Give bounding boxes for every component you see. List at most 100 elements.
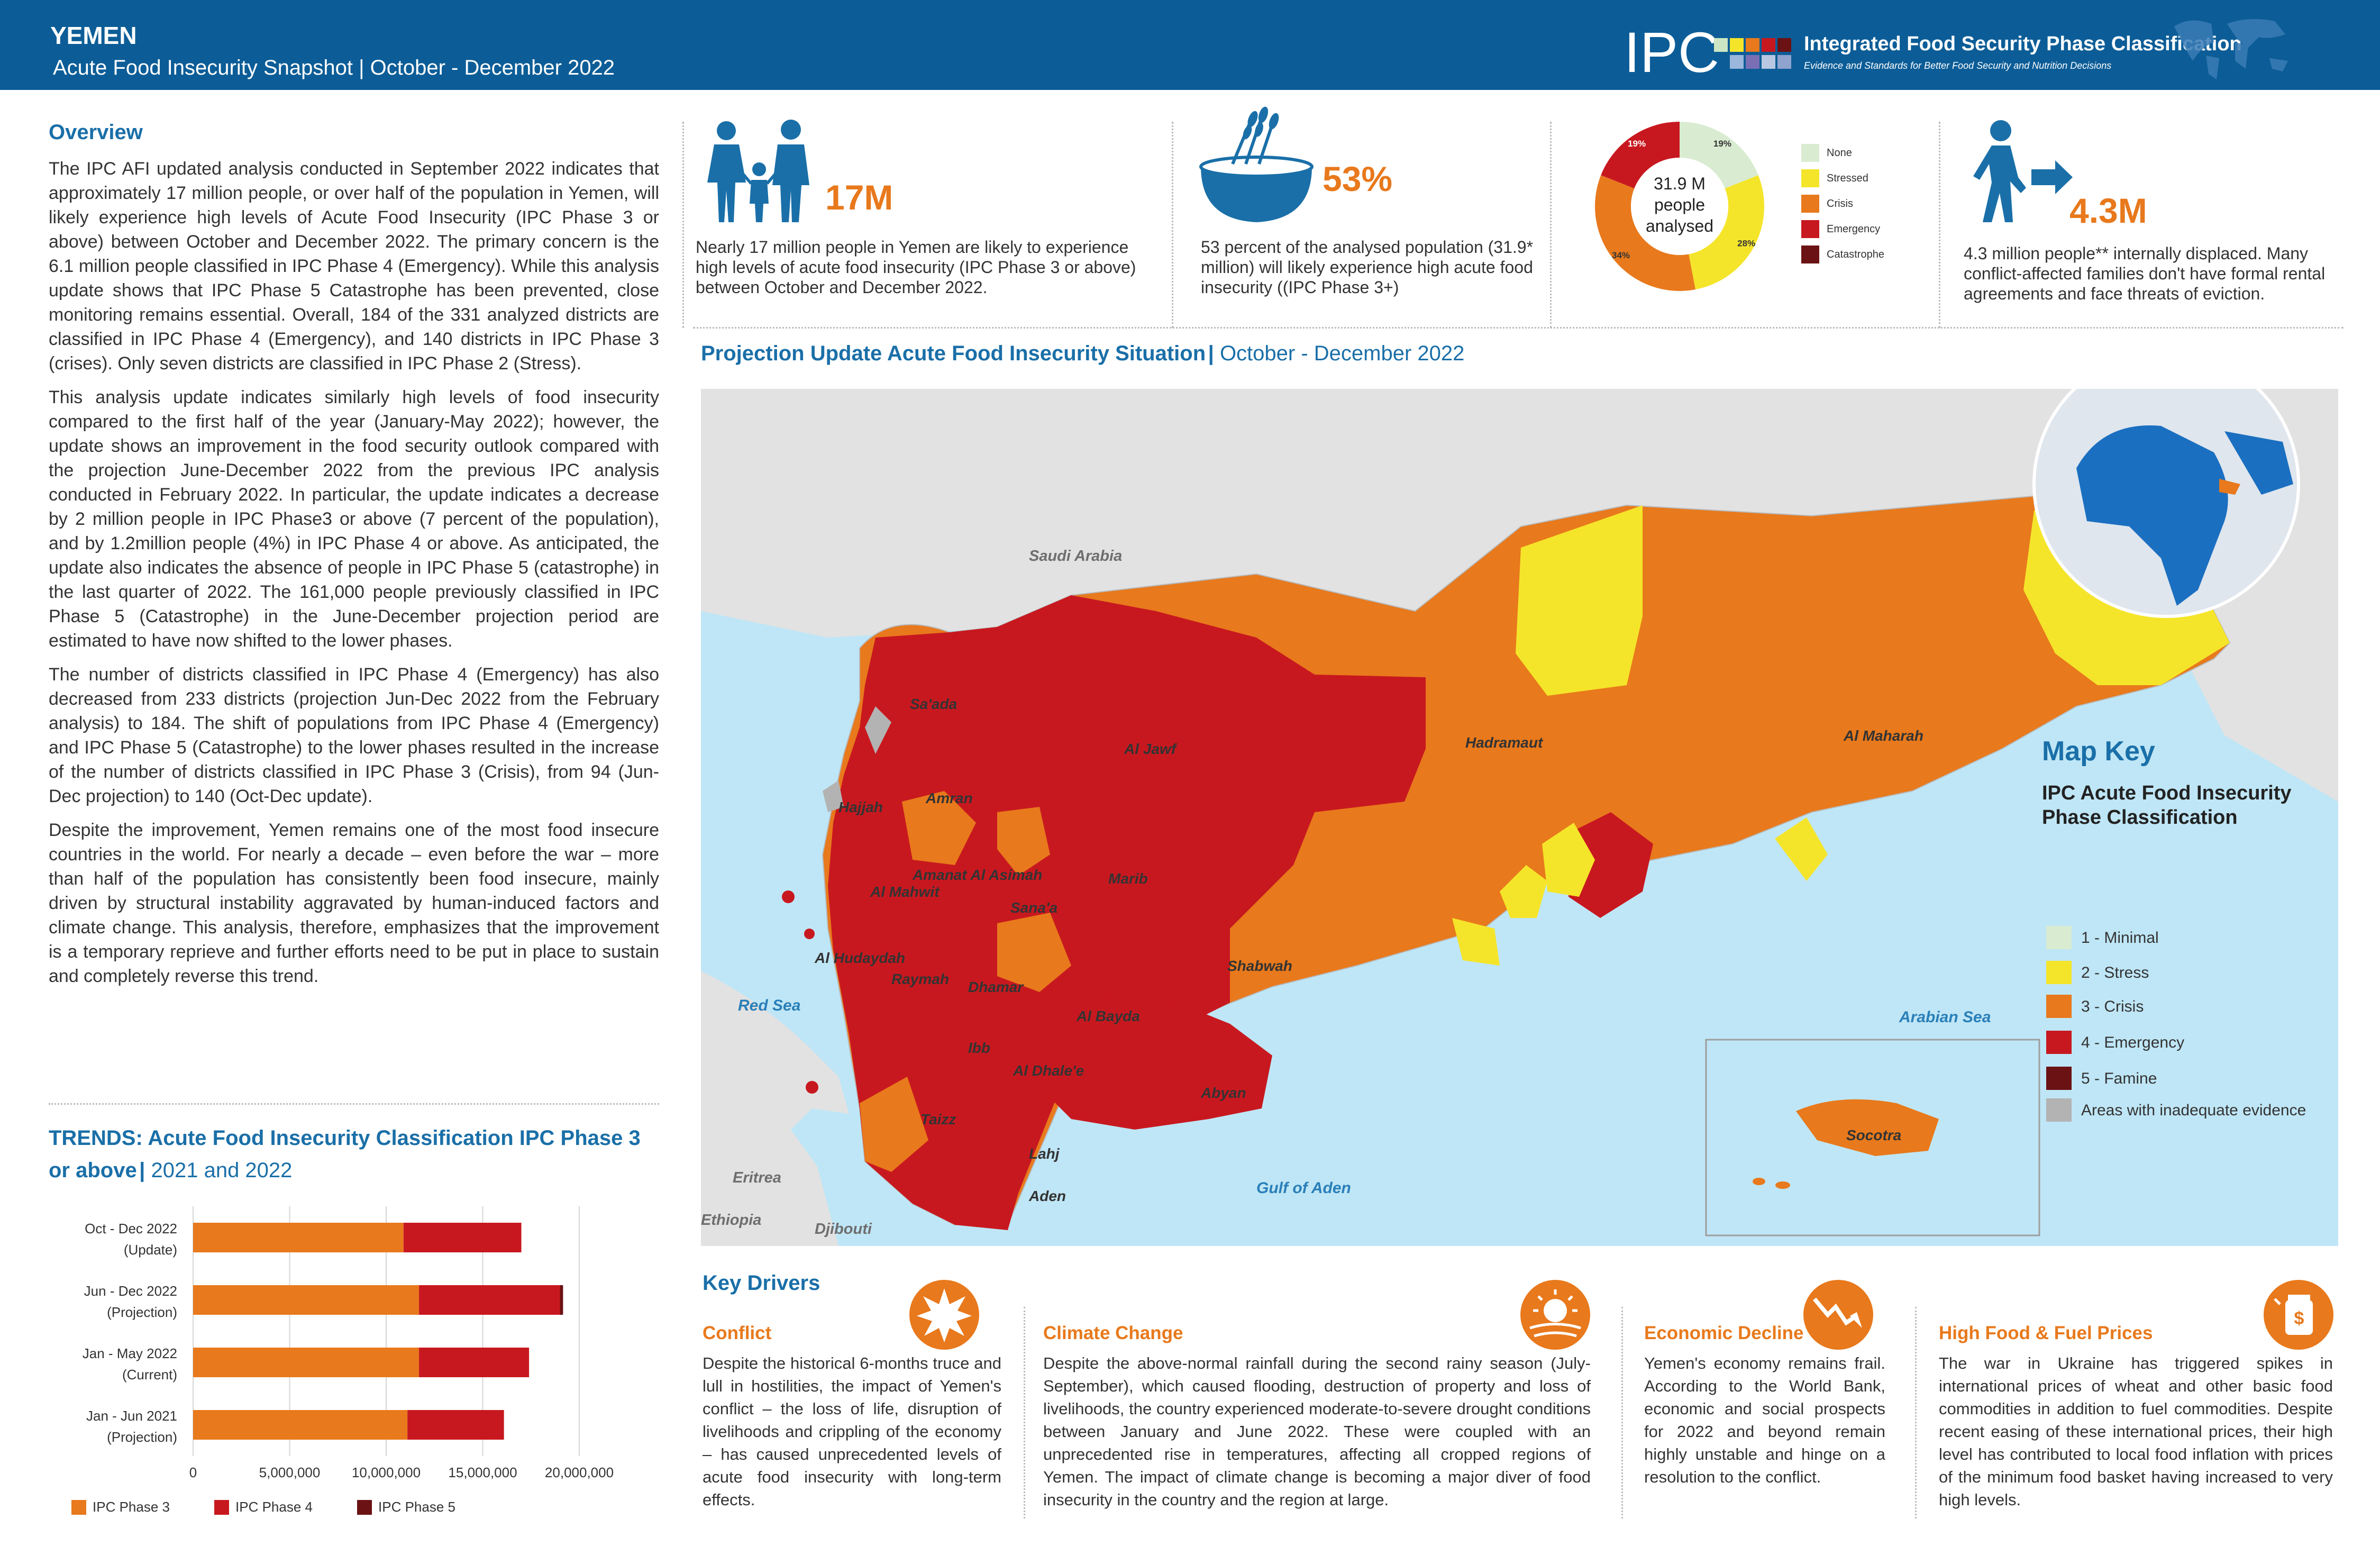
- driver-text-conflict: Despite the historical 6-months truce an…: [703, 1354, 1001, 1509]
- legend-swatch: [1801, 220, 1819, 238]
- grain-bowl-icon: [1199, 106, 1314, 222]
- category-label: (Projection): [107, 1304, 177, 1320]
- legend-swatch: [1801, 195, 1819, 213]
- map-key: Map Key IPC Acute Food Insecurity Phase …: [2042, 735, 2338, 830]
- island: [782, 890, 795, 903]
- map-key-title: Map Key: [2042, 736, 2155, 767]
- island: [1753, 1178, 1765, 1185]
- map-key-subtitle: IPC Acute Food Insecurity Phase Classifi…: [2042, 782, 2292, 829]
- stat-description: 53 percent of the analysed population (3…: [1201, 238, 1534, 297]
- yemen-phase2-areas: [1516, 505, 1643, 696]
- donut-slice: [1680, 122, 1758, 189]
- header-banner: YEMEN Acute Food Insecurity Snapshot | O…: [0, 0, 2380, 90]
- driver-heading-climate: Climate Change: [1043, 1323, 1183, 1343]
- sea-label: Red Sea: [738, 997, 800, 1014]
- bar-segment: [419, 1285, 560, 1315]
- region-label: Hajjah: [838, 799, 883, 815]
- driver-heading-conflict: Conflict: [703, 1323, 772, 1343]
- socotra-island: [1796, 1099, 1939, 1156]
- country-label: Ethiopia: [701, 1212, 761, 1229]
- bar-segment: [193, 1223, 404, 1252]
- region-label: Raymah: [891, 971, 949, 987]
- driver-text-prices: The war in Ukraine has triggered spikes …: [1939, 1354, 2333, 1509]
- x-tick-label: 20,000,000: [545, 1465, 614, 1480]
- country-title: YEMEN: [50, 22, 137, 49]
- donut-center-text: analysed: [1646, 216, 1713, 235]
- stat-value: 17M: [825, 178, 893, 217]
- x-tick-label: 15,000,000: [448, 1465, 517, 1480]
- overview-paragraph: The IPC AFI updated analysis conducted i…: [49, 159, 659, 374]
- yemen-phase3-areas: [902, 791, 976, 865]
- region-label: Al Maharah: [1843, 727, 1923, 744]
- donut-slice: [1601, 122, 1680, 189]
- bar-segment: [193, 1348, 420, 1377]
- ipc-org-name: Integrated Food Security Phase Classific…: [1804, 33, 2242, 55]
- region-label: Aden: [1028, 1188, 1066, 1204]
- category-label: Jan - May 2022: [83, 1345, 177, 1361]
- map-title: Projection Update Acute Food Insecurity …: [701, 342, 1206, 365]
- category-label: Jun - Dec 2022: [84, 1283, 177, 1299]
- region-label: Taizz: [920, 1111, 956, 1127]
- stat-value: 4.3M: [2069, 191, 2147, 230]
- driver-text-economic: Yemen's economy remains frail. According…: [1644, 1354, 1885, 1486]
- ipc-org-tagline: Evidence and Standards for Better Food S…: [1804, 60, 2112, 71]
- legend-label: IPC Phase 3: [93, 1499, 170, 1515]
- region-label: Ibb: [968, 1040, 990, 1056]
- yemen-phase2-areas: [1500, 865, 1547, 918]
- region-label: Sana'a: [1010, 899, 1057, 916]
- yemen-phase4-areas: [828, 595, 1426, 1230]
- island: [806, 1081, 818, 1094]
- divider: [1915, 1307, 1917, 1518]
- driver-heading-prices: High Food & Fuel Prices: [1939, 1323, 2153, 1343]
- driver-heading-economic: Economic Decline: [1644, 1323, 1804, 1343]
- yemen-phase2-areas: [1775, 817, 1828, 881]
- region-label: Abyan: [1200, 1085, 1246, 1101]
- trends-period: 2021 and 2022: [151, 1159, 293, 1182]
- legend-swatch: [2046, 1031, 2072, 1054]
- land-horn-of-africa: [701, 971, 849, 1246]
- yemen-phase3-areas: [860, 1077, 928, 1172]
- category-label: (Projection): [107, 1429, 177, 1445]
- yemen-phase3-areas: [997, 807, 1050, 876]
- svg-text:$: $: [2294, 1308, 2304, 1329]
- climate-sun-icon: [1520, 1280, 1590, 1350]
- bar-segment: [193, 1285, 420, 1315]
- land-saudi-arabia: [701, 389, 2338, 802]
- region-label: Marib: [1108, 870, 1148, 887]
- stat-value: 53%: [1323, 159, 1393, 198]
- category-label: Jan - Jun 2021: [86, 1408, 177, 1424]
- trends-bar-chart: 0 5,000,000 10,000,000 15,000,000 20,000,000…: [71, 1206, 614, 1515]
- sea-label: Gulf of Aden: [1256, 1179, 1351, 1197]
- inadequate-evidence-area: [823, 780, 844, 812]
- x-tick-label: 0: [189, 1465, 197, 1480]
- yemen-phase3-areas: [997, 913, 1071, 992]
- snapshot-subtitle: Acute Food Insecurity Snapshot | October…: [53, 56, 615, 79]
- bar-segment: [193, 1410, 408, 1440]
- region-label: Dhamar: [968, 979, 1024, 995]
- overview-body: The IPC AFI updated analysis conducted i…: [49, 157, 659, 998]
- legend-swatch: [357, 1500, 372, 1515]
- conflict-explosion-icon: [909, 1280, 979, 1350]
- legend-swatch: [1801, 144, 1819, 162]
- region-label: Al Bayda: [1076, 1008, 1140, 1024]
- food-price-jar-icon: $: [2264, 1280, 2333, 1350]
- region-label: Al Jawf: [1124, 741, 1178, 757]
- category-label: (Update): [124, 1242, 177, 1258]
- overview-title: Overview: [49, 121, 143, 144]
- region-label: Al Dhale'e: [1013, 1062, 1084, 1079]
- region-label: Hadramaut: [1465, 734, 1544, 751]
- stat-description: Nearly 17 million people in Yemen are li…: [696, 238, 1136, 297]
- legend-swatch: [1801, 169, 1819, 187]
- bar-segment: [419, 1348, 530, 1377]
- donut-slice-label: 19%: [1713, 139, 1731, 149]
- bar-segment: [403, 1223, 522, 1252]
- donut-slice: [1689, 175, 1764, 290]
- island: [1775, 1181, 1790, 1189]
- overview-paragraph: This analysis update indicates similarly…: [49, 387, 659, 651]
- x-tick-label: 10,000,000: [352, 1465, 421, 1480]
- donut-hole: [1631, 158, 1728, 255]
- overview-paragraph: Despite the improvement, Yemen remains o…: [49, 820, 659, 986]
- legend-swatch: [2046, 961, 2072, 984]
- donut-slice: [1595, 175, 1695, 291]
- divider: [682, 122, 684, 328]
